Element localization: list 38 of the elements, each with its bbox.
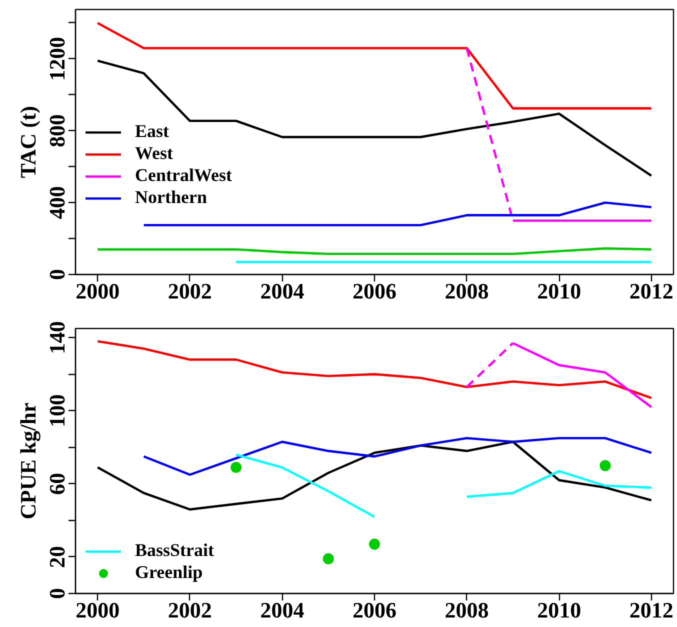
y-tick-label: 400 <box>44 186 70 220</box>
line-series <box>142 437 652 476</box>
y-axis-title: CPUE kg/hr <box>16 402 40 520</box>
x-tick-label: 2006 <box>352 278 396 304</box>
y-tick-label: 100 <box>44 394 70 428</box>
legend-label: East <box>135 121 170 142</box>
y-tick-label: 0 <box>44 269 70 280</box>
x-tick-label: 2008 <box>444 598 489 622</box>
legend-label: BassStrait <box>135 540 214 561</box>
y-tick-label: 1200 <box>44 36 70 81</box>
y-tick-label: 60 <box>44 472 70 495</box>
point <box>230 462 242 473</box>
legend-label: Northern <box>135 187 207 208</box>
x-tick-label: 2006 <box>352 598 396 622</box>
y-tick-label: 800 <box>44 114 70 148</box>
y-tick-label: 140 <box>44 321 70 354</box>
point <box>600 460 611 472</box>
x-tick-label: 2002 <box>168 598 212 622</box>
y-tick-label: 0 <box>44 588 70 599</box>
x-tick-label: 2010 <box>537 598 582 622</box>
point <box>369 538 380 550</box>
legend-label: CentralWest <box>135 165 232 186</box>
x-tick-label: 2002 <box>168 278 212 304</box>
x-tick-label: 2012 <box>629 278 674 304</box>
y-tick-label: 20 <box>44 546 70 568</box>
x-tick-label: 2004 <box>260 598 304 622</box>
x-tick-label: 2004 <box>260 278 304 304</box>
y-axis-title: TAC (t) <box>16 106 40 178</box>
line-series <box>96 340 652 400</box>
x-tick-label: 2012 <box>629 598 674 622</box>
x-tick-label: 2000 <box>76 598 120 622</box>
x-tick-label: 2008 <box>444 278 489 304</box>
x-tick-label: 2000 <box>76 278 120 304</box>
legend-label: West <box>135 143 173 164</box>
point <box>322 553 334 564</box>
line-series <box>96 440 652 511</box>
x-tick-label: 2010 <box>537 278 582 304</box>
legend-label: Greenlip <box>135 562 203 583</box>
